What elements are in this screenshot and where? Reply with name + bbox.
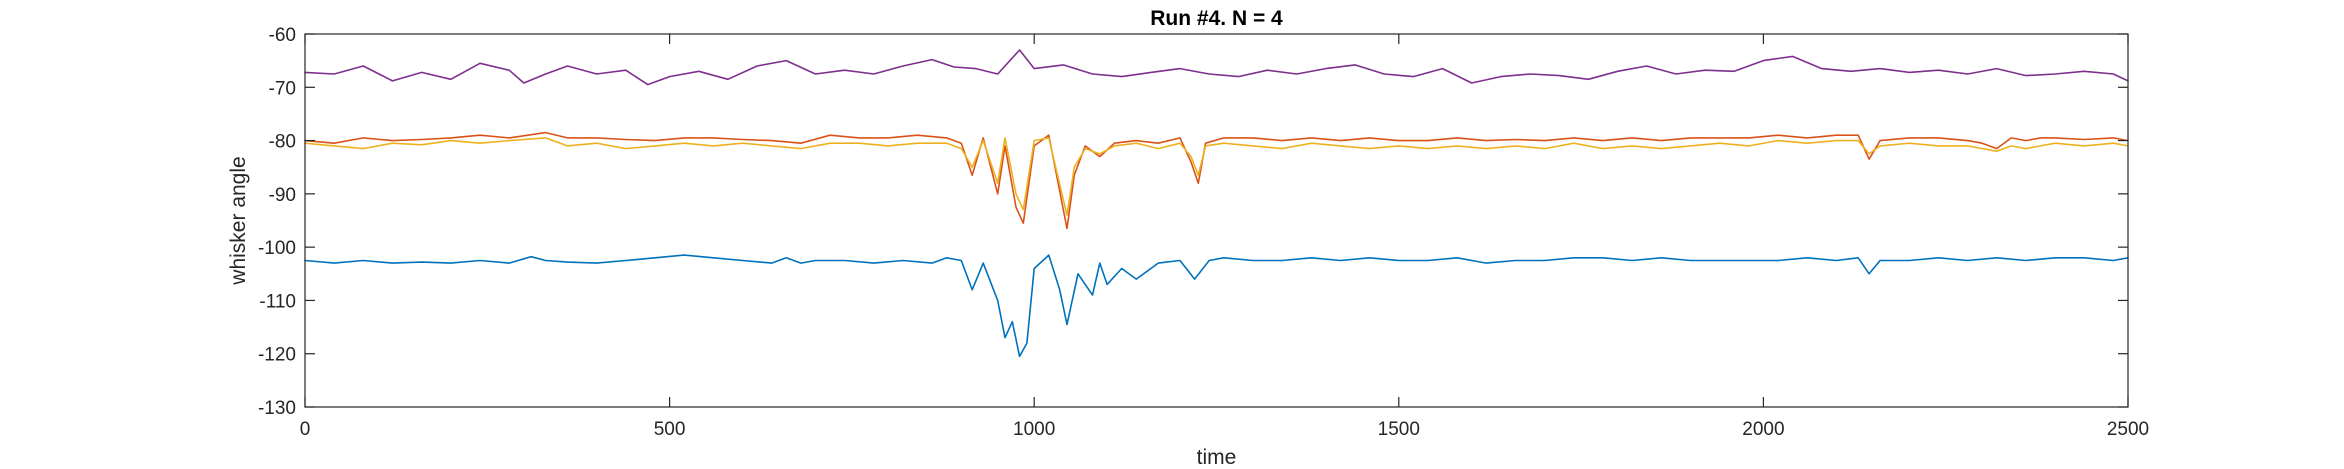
y-axis-label: whisker angle [227, 156, 250, 285]
series-line-4 [304, 254, 2129, 358]
y-tick-label: -80 [269, 132, 296, 153]
y-tick-label: -110 [259, 291, 296, 312]
series-layer [304, 49, 2129, 358]
plot-frame [304, 33, 2129, 408]
y-tick-label: -60 [269, 25, 296, 46]
x-tick-label: 2000 [1742, 419, 1784, 440]
series-line-3 [304, 137, 2129, 216]
y-tick-label: -70 [269, 78, 296, 99]
x-tick-label: 1000 [1013, 419, 1055, 440]
y-tick-label: -130 [258, 398, 296, 419]
y-axis: -60 -70 -80 -90 -100 -110 -120 -130 [258, 25, 2128, 419]
x-tick-label: 500 [654, 419, 686, 440]
x-tick-label: 2500 [2107, 419, 2149, 440]
y-tick-label: -120 [258, 345, 296, 366]
y-tick-label: -90 [269, 185, 296, 206]
x-axis-label: time [1197, 446, 1237, 469]
x-tick-label: 1500 [1378, 419, 1420, 440]
plot-area [305, 34, 2128, 407]
x-axis: 0 500 1000 1500 2000 2500 [300, 34, 2149, 440]
chart-title: Run #4. N = 4 [1150, 7, 1283, 30]
y-tick-label: -100 [258, 238, 296, 259]
series-line-1 [304, 49, 2129, 86]
x-tick-label: 0 [300, 419, 311, 440]
